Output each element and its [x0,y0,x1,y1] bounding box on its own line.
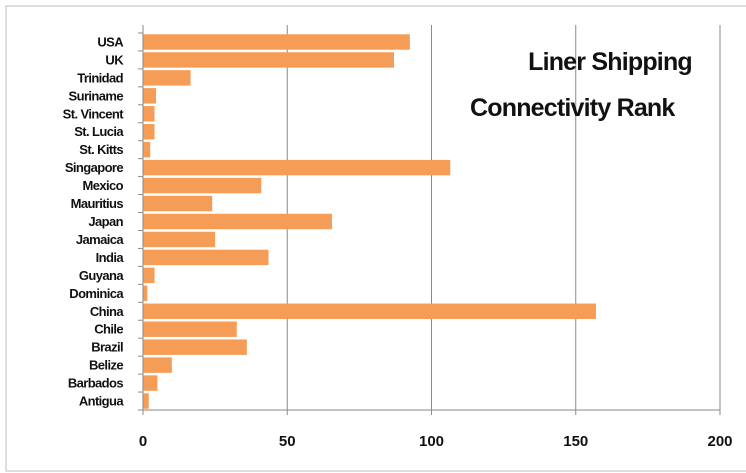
category-label: Belize [89,358,123,373]
bar [143,321,237,337]
category-label: UK [105,52,124,67]
category-label: USA [97,34,124,49]
bar [143,124,155,140]
bar [143,34,410,50]
category-label: St. Kitts [79,142,123,157]
category-label: St. Vincent [63,106,125,121]
category-label: Brazil [91,340,123,355]
x-tick-labels: 0 50 100 150 200 [139,433,733,450]
category-label: Suriname [69,88,124,103]
category-label: Barbados [68,376,124,391]
category-label: Jamaica [76,232,124,247]
category-label: India [96,250,125,265]
bar [143,70,191,86]
category-label: St. Lucia [74,124,124,139]
x-tick-label: 50 [279,433,296,450]
x-tick-label: 100 [419,433,444,450]
category-label: Japan [88,214,123,229]
x-tick-label: 150 [563,433,588,450]
bar [143,249,269,266]
category-label: Mauritius [71,196,124,211]
category-label: Dominica [69,286,124,301]
bar [143,375,158,391]
bar [143,339,247,355]
bar [143,393,149,409]
category-label: Singapore [65,160,124,175]
category-label: Antigua [79,394,125,409]
chart-border [5,5,746,472]
bar [143,141,151,158]
bars [143,34,596,409]
bar [143,303,596,319]
category-label: Mexico [83,178,124,193]
bar [143,357,172,373]
bar [143,88,156,104]
bar [143,213,332,230]
bar [143,177,262,194]
category-labels: USA UK Trinidad Suriname St. Vincent St. Luci… [63,34,125,408]
axes [138,25,721,415]
bar [143,231,216,248]
bar [143,267,155,284]
bar [143,159,451,176]
bar [143,52,394,68]
bar [143,195,213,212]
bar [143,285,148,302]
category-label: Trinidad [77,70,123,85]
chart-title-line-2: Connectivity Rank [470,94,675,122]
category-label: Guyana [79,268,124,283]
chart-title-line-1: Liner Shipping [528,48,692,76]
category-label: Chile [94,322,123,337]
x-tick-label: 0 [139,433,147,450]
bar [143,106,155,122]
x-tick-label: 200 [707,433,732,450]
category-label: China [90,304,124,319]
